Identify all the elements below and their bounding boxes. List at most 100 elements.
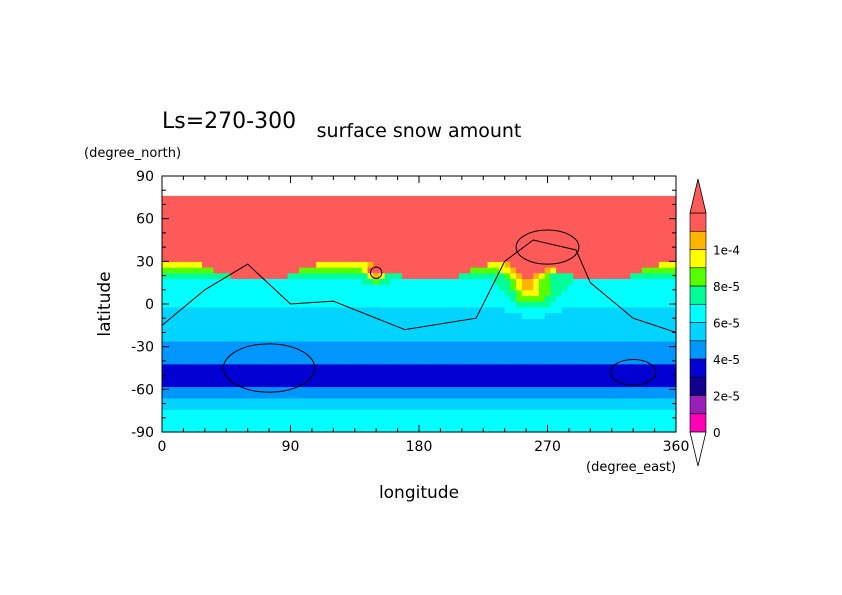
heatmap-cell <box>641 195 649 200</box>
heatmap-cell <box>573 346 580 353</box>
heatmap-cell <box>464 397 471 405</box>
heatmap-cell <box>167 352 175 359</box>
heatmap-cell <box>373 312 380 319</box>
heatmap-cell <box>259 249 266 257</box>
heatmap-cell <box>544 284 551 291</box>
heatmap-cell <box>224 409 232 416</box>
heatmap-cell <box>533 329 540 336</box>
heatmap-cell <box>447 272 454 279</box>
heatmap-cell <box>241 414 249 422</box>
heatmap-cell <box>630 363 637 371</box>
heatmap-cell <box>556 352 563 359</box>
heatmap-cell <box>670 295 677 302</box>
heatmap-cell <box>384 267 392 274</box>
heatmap-cell <box>527 318 534 325</box>
heatmap-cell <box>201 267 209 274</box>
heatmap-cell <box>356 363 363 371</box>
heatmap-cell <box>647 409 654 416</box>
heatmap-cell <box>287 204 294 211</box>
heatmap-cell <box>556 272 563 279</box>
heatmap-cell <box>464 289 471 297</box>
x-units-label: (degree_east) <box>586 460 676 475</box>
heatmap-cell <box>224 335 232 342</box>
heatmap-cell <box>624 380 631 388</box>
heatmap-cell <box>379 215 386 223</box>
heatmap-cell <box>167 249 175 257</box>
heatmap-cell <box>527 249 534 257</box>
heatmap-cell <box>247 335 254 342</box>
heatmap-cell <box>601 289 609 297</box>
heatmap-cell <box>361 397 369 405</box>
heatmap-cell <box>236 232 243 240</box>
heatmap-cell <box>367 306 374 314</box>
heatmap-cell <box>184 380 192 388</box>
heatmap-cell <box>356 386 363 393</box>
heatmap-cell <box>390 198 397 206</box>
heatmap-cell <box>190 301 197 308</box>
heatmap-cell <box>470 312 477 319</box>
heatmap-cell <box>407 198 414 206</box>
heatmap-cell <box>550 346 557 353</box>
heatmap-cell <box>310 346 317 353</box>
heatmap-cell <box>259 323 266 331</box>
heatmap-cell <box>299 409 306 416</box>
heatmap-cell <box>618 295 626 302</box>
heatmap-cell <box>384 369 392 376</box>
heatmap-cell <box>624 198 631 206</box>
heatmap-cell <box>578 255 586 262</box>
heatmap-cell <box>521 386 529 393</box>
heatmap-cell <box>407 232 414 240</box>
heatmap-cell <box>236 414 243 422</box>
heatmap-cell <box>544 278 551 285</box>
heatmap-cell <box>498 358 506 365</box>
heatmap-cell <box>310 318 317 325</box>
heatmap-cell <box>350 195 357 200</box>
heatmap-cell <box>401 232 409 240</box>
heatmap-cell <box>430 306 437 314</box>
heatmap-cell <box>304 255 312 262</box>
heatmap-cell <box>344 369 352 376</box>
heatmap-cell <box>481 278 489 285</box>
heatmap-cell <box>430 340 437 348</box>
heatmap-cell <box>179 375 186 382</box>
heatmap-cell <box>407 375 414 382</box>
heatmap-cell <box>293 261 300 268</box>
heatmap-cell <box>476 255 483 262</box>
heatmap-cell <box>270 267 277 274</box>
heatmap-cell <box>453 295 460 302</box>
heatmap-cell <box>241 255 249 262</box>
heatmap-cell <box>179 335 186 342</box>
heatmap-cell <box>618 397 626 405</box>
heatmap-cell <box>493 289 500 297</box>
heatmap-cell <box>281 284 289 291</box>
heatmap-cell <box>601 403 609 410</box>
heatmap-cell <box>561 261 569 268</box>
heatmap-cell <box>447 215 454 223</box>
heatmap-cell <box>596 267 603 274</box>
heatmap-cell <box>253 358 260 365</box>
heatmap-cell <box>396 244 403 251</box>
heatmap-cell <box>344 195 352 200</box>
heatmap-cell <box>453 397 460 405</box>
heatmap-cell <box>259 363 266 371</box>
heatmap-cell <box>550 414 557 422</box>
heatmap-cell <box>379 380 386 388</box>
heatmap-cell <box>253 346 260 353</box>
heatmap-cell <box>538 386 546 393</box>
heatmap-cell <box>573 426 580 433</box>
heatmap-cell <box>230 306 237 314</box>
heatmap-cell <box>173 312 180 319</box>
heatmap-cell <box>401 210 409 217</box>
heatmap-cell <box>636 346 643 353</box>
heatmap-cell <box>578 210 586 217</box>
heatmap-cell <box>453 358 460 365</box>
heatmap-cell <box>556 198 563 206</box>
heatmap-cell <box>601 195 609 200</box>
heatmap-cell <box>361 375 369 382</box>
heatmap-cell <box>413 284 420 291</box>
heatmap-cell <box>327 386 334 393</box>
heatmap-cell <box>401 386 409 393</box>
heatmap-cell <box>247 289 254 297</box>
heatmap-cell <box>321 267 329 274</box>
heatmap-cell <box>196 318 203 325</box>
